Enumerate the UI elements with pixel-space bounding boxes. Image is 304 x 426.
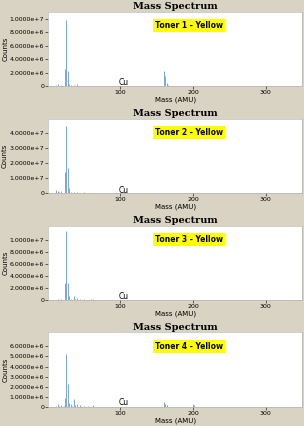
Title: Mass Spectrum: Mass Spectrum [133,2,217,11]
Title: Mass Spectrum: Mass Spectrum [133,322,217,331]
Y-axis label: Counts: Counts [2,357,8,382]
Title: Mass Spectrum: Mass Spectrum [133,216,217,225]
Y-axis label: Counts: Counts [2,250,8,275]
Text: Toner 1 - Yellow: Toner 1 - Yellow [155,21,223,30]
Y-axis label: Counts: Counts [2,37,8,61]
Text: Toner 2 - Yellow: Toner 2 - Yellow [155,128,223,137]
Text: Cu: Cu [119,78,129,87]
X-axis label: Mass (AMU): Mass (AMU) [154,204,196,210]
Text: Cu: Cu [119,186,129,195]
Y-axis label: Counts: Counts [2,144,8,168]
X-axis label: Mass (AMU): Mass (AMU) [154,311,196,317]
X-axis label: Mass (AMU): Mass (AMU) [154,417,196,424]
Text: Cu: Cu [119,398,129,407]
Text: Toner 3 - Yellow: Toner 3 - Yellow [155,235,223,244]
Text: Cu: Cu [119,292,129,301]
Title: Mass Spectrum: Mass Spectrum [133,109,217,118]
Text: Toner 4 - Yellow: Toner 4 - Yellow [155,342,223,351]
X-axis label: Mass (AMU): Mass (AMU) [154,97,196,104]
